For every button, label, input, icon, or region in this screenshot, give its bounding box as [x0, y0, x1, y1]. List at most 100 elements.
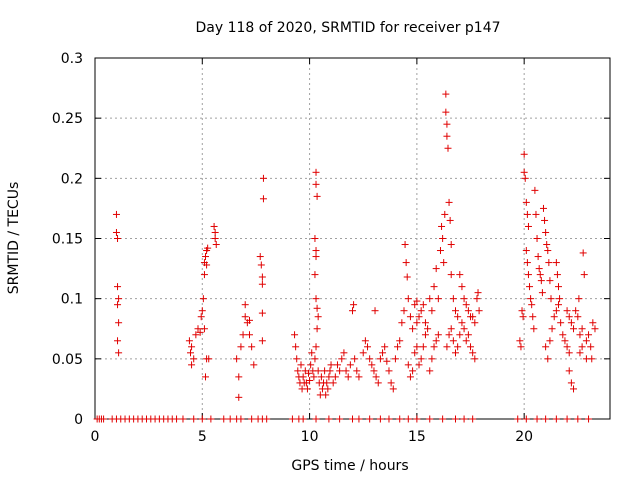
data-point	[112, 228, 120, 236]
data-point	[575, 295, 583, 303]
y-tick-label: 0.25	[52, 111, 83, 127]
data-point	[203, 261, 211, 269]
data-point	[520, 168, 528, 176]
data-point	[353, 367, 361, 375]
data-point	[210, 222, 218, 230]
data-point	[115, 295, 123, 303]
data-point	[417, 355, 425, 363]
data-point	[313, 192, 321, 200]
data-point	[452, 307, 459, 315]
data-point	[561, 337, 569, 345]
data-point	[589, 319, 597, 327]
data-point	[241, 301, 249, 309]
data-point	[531, 186, 539, 194]
data-point	[576, 349, 584, 357]
data-point	[565, 349, 573, 357]
data-point	[310, 373, 318, 381]
data-point	[246, 316, 253, 324]
data-point	[173, 415, 181, 423]
data-point	[387, 379, 395, 387]
data-point	[460, 415, 468, 423]
data-point	[308, 349, 316, 357]
data-point	[445, 198, 453, 206]
data-point	[432, 337, 440, 345]
data-point	[196, 328, 204, 336]
data-point	[514, 415, 522, 423]
data-point	[458, 283, 466, 291]
data-point	[456, 271, 464, 279]
data-point	[366, 355, 374, 363]
data-point	[344, 373, 352, 381]
data-point	[464, 307, 472, 315]
data-point	[464, 331, 472, 339]
data-point	[409, 325, 417, 333]
data-point	[421, 331, 429, 339]
y-tick-label: 0	[74, 412, 83, 428]
data-point	[538, 289, 546, 297]
data-point	[374, 379, 382, 387]
data-point	[546, 277, 554, 285]
data-point	[417, 307, 425, 315]
data-point	[376, 355, 384, 363]
data-point	[469, 415, 477, 423]
data-point	[585, 331, 593, 339]
data-point	[312, 168, 320, 176]
data-point	[404, 361, 412, 369]
data-point	[342, 367, 350, 375]
data-point	[532, 210, 540, 218]
y-tick-label: 0.3	[61, 51, 83, 67]
data-point	[442, 108, 450, 116]
data-point	[338, 355, 346, 363]
data-point	[574, 313, 582, 321]
data-point	[312, 247, 320, 255]
data-point	[312, 253, 320, 261]
data-point	[200, 325, 208, 333]
y-tick-label: 0.1	[61, 292, 83, 308]
data-point	[572, 307, 580, 315]
data-point	[585, 415, 593, 423]
data-point	[441, 210, 449, 218]
data-point	[370, 367, 378, 375]
data-point	[112, 210, 120, 218]
data-point	[544, 355, 552, 363]
data-point	[197, 313, 205, 321]
data-point	[443, 343, 451, 351]
data-point	[447, 241, 455, 249]
data-point	[406, 313, 414, 321]
data-point	[444, 144, 452, 152]
data-point	[314, 313, 322, 321]
data-point	[291, 331, 299, 339]
data-point	[383, 357, 391, 365]
data-point	[443, 132, 451, 140]
data-point	[114, 301, 122, 309]
data-point	[460, 295, 468, 303]
data-point	[311, 235, 319, 242]
data-point	[413, 415, 421, 423]
data-point	[202, 253, 210, 261]
data-point	[578, 325, 586, 333]
data-point	[359, 349, 367, 357]
data-point	[258, 280, 266, 288]
data-point	[439, 415, 447, 423]
data-point	[312, 295, 320, 303]
data-point	[292, 343, 300, 351]
data-point	[311, 355, 319, 363]
data-point	[415, 313, 423, 321]
data-point	[447, 271, 455, 279]
data-point	[458, 319, 466, 327]
data-point	[436, 247, 444, 255]
y-tick-label: 0.05	[52, 352, 83, 368]
data-point	[185, 337, 193, 345]
data-point	[452, 415, 459, 423]
data-point	[555, 283, 562, 291]
data-point	[190, 355, 198, 363]
data-point	[381, 343, 389, 351]
data-points	[93, 90, 599, 423]
data-point	[521, 174, 529, 182]
data-point	[409, 367, 417, 375]
data-point	[248, 343, 256, 351]
data-point	[204, 244, 212, 252]
data-point	[325, 373, 333, 381]
data-point	[340, 349, 348, 357]
data-point	[449, 295, 457, 303]
